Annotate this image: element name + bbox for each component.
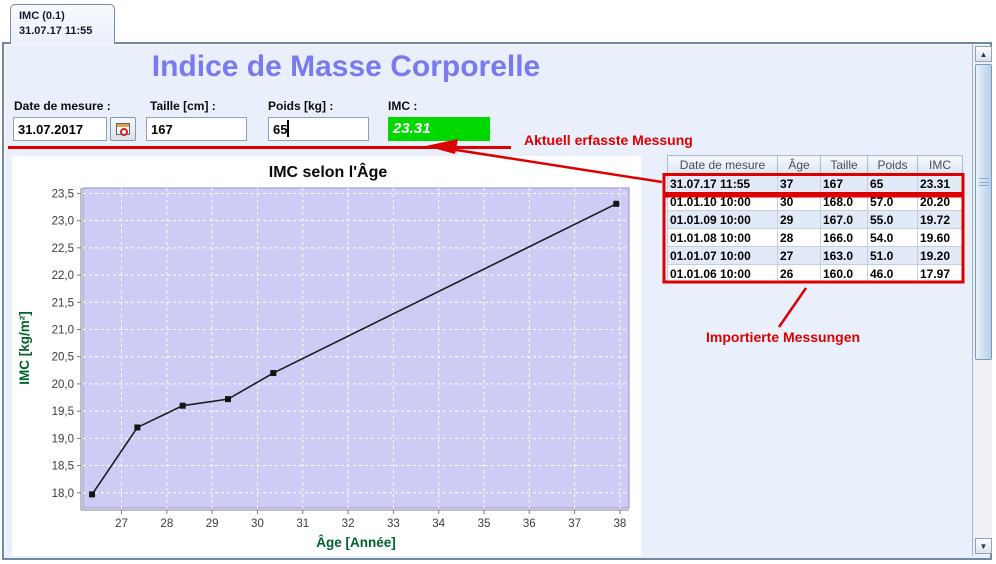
vertical-scrollbar[interactable]: ▲ ▼: [975, 46, 992, 554]
svg-text:18,5: 18,5: [52, 461, 74, 473]
svg-text:34: 34: [432, 518, 445, 530]
text-cursor: [287, 120, 289, 137]
table-cell[interactable]: 166.0: [820, 228, 868, 247]
svg-text:36: 36: [523, 518, 536, 530]
table-cell[interactable]: 65: [867, 174, 918, 193]
table-row[interactable]: 01.01.08 10:00 28 166.0 54.0 19.60: [667, 228, 963, 247]
svg-text:20,5: 20,5: [52, 352, 74, 364]
table-cell[interactable]: 01.01.07 10:00: [667, 246, 778, 265]
scrollbar-grip-icon: [979, 178, 989, 186]
table-cell[interactable]: 01.01.09 10:00: [667, 210, 778, 229]
column-header[interactable]: Date de mesure: [667, 155, 778, 175]
svg-text:Âge [Année]: Âge [Année]: [316, 535, 396, 550]
table-cell[interactable]: 54.0: [867, 228, 918, 247]
table-cell[interactable]: 31.07.17 11:55: [667, 174, 778, 193]
svg-text:22,0: 22,0: [52, 270, 74, 282]
annotation-current-measurement: Aktuell erfasste Messung: [524, 132, 693, 148]
table-row[interactable]: 01.01.09 10:00 29 167.0 55.0 19.72: [667, 210, 963, 229]
scroll-down-icon: ▼: [979, 541, 988, 551]
table-cell[interactable]: 23.31: [917, 174, 963, 193]
svg-text:20,0: 20,0: [52, 379, 74, 391]
table-cell[interactable]: 167.0: [820, 210, 868, 229]
svg-text:35: 35: [478, 518, 491, 530]
column-header[interactable]: Âge: [777, 155, 821, 175]
calendar-button[interactable]: [110, 117, 136, 141]
table-cell[interactable]: 37: [777, 174, 821, 193]
table-cell[interactable]: 163.0: [820, 246, 868, 265]
column-header[interactable]: Poids: [867, 155, 918, 175]
calendar-icon: [116, 123, 130, 136]
measurements-table: Date de mesure Âge Taille Poids IMC 31.07.17…: [667, 155, 963, 283]
table-header-row: Date de mesure Âge Taille Poids IMC: [667, 155, 963, 175]
svg-text:19,5: 19,5: [52, 406, 74, 418]
weight-input[interactable]: [268, 117, 369, 141]
table-cell[interactable]: 01.01.08 10:00: [667, 228, 778, 247]
table-cell[interactable]: 46.0: [867, 264, 918, 283]
svg-text:IMC [kg/m²]: IMC [kg/m²]: [17, 311, 32, 385]
height-input[interactable]: [146, 117, 247, 141]
svg-text:32: 32: [342, 518, 355, 530]
table-cell[interactable]: 20.20: [917, 192, 963, 211]
table-cell[interactable]: 19.72: [917, 210, 963, 229]
svg-text:31: 31: [296, 518, 309, 530]
table-cell[interactable]: 19.60: [917, 228, 963, 247]
table-cell[interactable]: 168.0: [820, 192, 868, 211]
table-cell[interactable]: 167: [820, 174, 868, 193]
table-row[interactable]: 01.01.10 10:00 30 168.0 57.0 20.20: [667, 192, 963, 211]
scroll-up-button[interactable]: ▲: [975, 46, 992, 62]
table-cell[interactable]: 17.97: [917, 264, 963, 283]
tab-title: IMC (0.1): [19, 10, 65, 22]
svg-text:IMC selon l'Âge: IMC selon l'Âge: [269, 162, 388, 181]
svg-text:22,5: 22,5: [52, 243, 74, 255]
weight-label: Poids [kg] :: [268, 99, 334, 113]
table-cell[interactable]: 51.0: [867, 246, 918, 265]
tab-subtitle: 31.07.17 11:55: [19, 25, 93, 37]
scrollbar-separator: [972, 44, 973, 556]
svg-text:19,0: 19,0: [52, 433, 74, 445]
svg-text:27: 27: [115, 518, 128, 530]
date-input[interactable]: [13, 117, 107, 141]
table-row[interactable]: 01.01.07 10:00 27 163.0 51.0 19.20: [667, 246, 963, 265]
table-cell[interactable]: 55.0: [867, 210, 918, 229]
annotation-imported-measurements: Importierte Messungen: [706, 329, 861, 345]
svg-text:38: 38: [614, 518, 627, 530]
table-cell[interactable]: 26: [777, 264, 821, 283]
svg-text:29: 29: [206, 518, 219, 530]
scroll-down-button[interactable]: ▼: [975, 538, 992, 554]
bmi-chart-panel: 27 28 29 30 31 32 33 34 35 36 37 38 18,0 18,5 19,0 19,5…: [12, 156, 641, 556]
table-row[interactable]: 31.07.17 11:55 37 167 65 23.31: [667, 174, 963, 193]
table-cell[interactable]: 27: [777, 246, 821, 265]
bmi-age-line-chart: 27 28 29 30 31 32 33 34 35 36 37 38 18,0 18,5 19,0 19,5…: [17, 162, 630, 550]
table-cell[interactable]: 30: [777, 192, 821, 211]
svg-text:21,0: 21,0: [52, 324, 74, 336]
table-cell[interactable]: 160.0: [820, 264, 868, 283]
svg-text:30: 30: [251, 518, 264, 530]
column-header[interactable]: IMC: [917, 155, 963, 175]
table-cell[interactable]: 01.01.06 10:00: [667, 264, 778, 283]
svg-text:18,0: 18,0: [52, 488, 74, 500]
table-cell[interactable]: 29: [777, 210, 821, 229]
table-row[interactable]: 01.01.06 10:00 26 160.0 46.0 17.97: [667, 264, 963, 283]
svg-text:23,0: 23,0: [52, 216, 74, 228]
imc-value-display: 23.31: [388, 117, 490, 141]
svg-text:37: 37: [568, 518, 581, 530]
table-cell[interactable]: 57.0: [867, 192, 918, 211]
date-label: Date de mesure :: [14, 99, 111, 113]
scrollbar-thumb[interactable]: [975, 64, 992, 360]
table-cell[interactable]: 01.01.10 10:00: [667, 192, 778, 211]
svg-text:33: 33: [387, 518, 400, 530]
tab-imc[interactable]: IMC (0.1) 31.07.17 11:55: [10, 4, 115, 44]
table-cell[interactable]: 28: [777, 228, 821, 247]
table-cell[interactable]: 19.20: [917, 246, 963, 265]
column-header[interactable]: Taille: [820, 155, 868, 175]
height-label: Taille [cm] :: [150, 99, 216, 113]
page-title: Indice de Masse Corporelle: [151, 50, 541, 83]
svg-text:28: 28: [160, 518, 173, 530]
imc-label: IMC :: [388, 99, 418, 113]
svg-text:21,5: 21,5: [52, 297, 74, 309]
svg-text:23,5: 23,5: [52, 188, 74, 200]
scroll-up-icon: ▲: [979, 49, 988, 59]
